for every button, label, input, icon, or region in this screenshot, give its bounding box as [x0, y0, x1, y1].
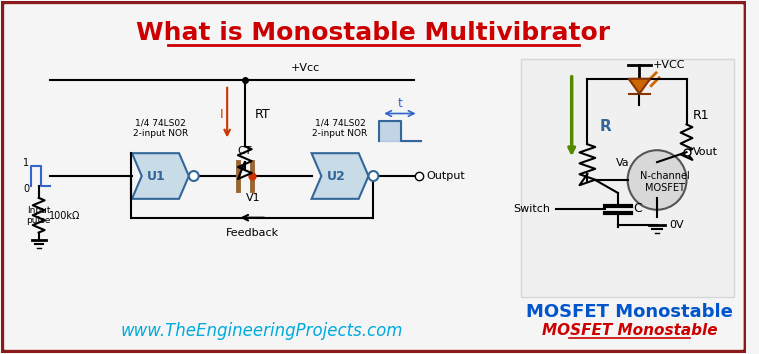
Text: t: t	[398, 97, 402, 109]
Text: R: R	[599, 119, 611, 134]
Polygon shape	[132, 153, 189, 199]
Polygon shape	[628, 79, 650, 94]
FancyBboxPatch shape	[521, 59, 734, 297]
Text: www.TheEngineeringProjects.com: www.TheEngineeringProjects.com	[120, 322, 403, 340]
Text: Input
pulse: Input pulse	[27, 206, 51, 225]
Text: Va: Va	[616, 158, 629, 168]
Text: MOSFET Monostable: MOSFET Monostable	[526, 303, 733, 321]
Text: Switch: Switch	[513, 204, 550, 214]
Text: Output: Output	[427, 171, 465, 181]
Circle shape	[189, 171, 199, 181]
Text: Vout: Vout	[692, 147, 717, 157]
Text: V1: V1	[247, 193, 261, 203]
Text: 100kΩ: 100kΩ	[49, 211, 80, 221]
Text: 0: 0	[23, 184, 29, 194]
Text: C: C	[634, 202, 642, 215]
Text: 1: 1	[23, 158, 29, 168]
Text: RT: RT	[254, 108, 270, 121]
Text: I: I	[219, 108, 223, 121]
Text: U2: U2	[326, 170, 345, 183]
Circle shape	[369, 171, 378, 181]
Text: 1/4 74LS02
2-input NOR: 1/4 74LS02 2-input NOR	[313, 119, 367, 138]
Text: CT: CT	[238, 146, 252, 156]
Text: What is Monostable Multivibrator: What is Monostable Multivibrator	[137, 21, 610, 45]
Text: N-channel
MOSFET: N-channel MOSFET	[640, 171, 690, 193]
Text: 0V: 0V	[669, 219, 684, 230]
Polygon shape	[311, 153, 369, 199]
Text: Feedback: Feedback	[225, 228, 279, 238]
Text: MOSFET Monostable: MOSFET Monostable	[542, 323, 717, 338]
Text: +VCC: +VCC	[653, 60, 685, 70]
Text: R1: R1	[692, 109, 709, 122]
FancyBboxPatch shape	[2, 1, 746, 353]
Text: 1/4 74LS02
2-input NOR: 1/4 74LS02 2-input NOR	[133, 119, 188, 138]
Text: U1: U1	[147, 170, 166, 183]
Circle shape	[628, 150, 687, 210]
Text: +Vcc: +Vcc	[291, 63, 320, 73]
